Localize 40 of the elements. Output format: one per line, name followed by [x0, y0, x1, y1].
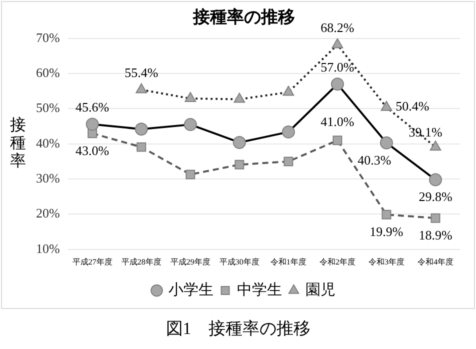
data-label: 55.4% [124, 65, 158, 80]
data-label: 18.9% [418, 228, 452, 243]
x-tick-label: 平成28年度 [121, 257, 162, 266]
data-label: 41.0% [320, 114, 354, 129]
point [382, 210, 392, 220]
x-tick-label: 平成30年度 [219, 257, 260, 266]
data-label: 19.9% [370, 224, 404, 240]
y-tick-label: 40% [36, 135, 60, 150]
y-tick-label: 10% [36, 240, 60, 256]
data-label: 45.6% [76, 100, 110, 115]
data-label: 43.0% [76, 142, 110, 158]
point [234, 160, 244, 170]
point [430, 213, 440, 223]
y-tick-label: 60% [36, 64, 60, 80]
y-tick-label: 70% [36, 30, 60, 45]
chart-title: 接種率の推移 [192, 8, 295, 27]
data-label: 29.8% [418, 189, 452, 204]
x-tick-label: 令和3年度 [368, 257, 404, 266]
x-tick-label: 平成29年度 [170, 257, 210, 266]
point [332, 136, 342, 146]
legend-label: 中学生 [236, 281, 282, 298]
y-axis-title: 接種率 [10, 116, 26, 170]
data-label: 39.1% [408, 124, 442, 140]
data-label: 50.4% [396, 98, 430, 114]
point [186, 170, 196, 180]
x-tick-label: 令和2年度 [319, 257, 356, 266]
data-label: 68.2% [320, 20, 354, 36]
point [136, 142, 146, 152]
caption: 図1 接種率の推移 [164, 318, 312, 340]
data-label: 40.3% [358, 152, 392, 168]
point [284, 156, 294, 166]
y-tick-label: 30% [36, 170, 60, 186]
legend-label: 園児 [305, 282, 336, 298]
y-tick-label: 20% [36, 206, 60, 221]
legend-label: 小学生 [168, 281, 214, 298]
data-label: 57.0% [320, 60, 354, 75]
x-tick-label: 令和4年度 [417, 257, 454, 266]
y-tick-label: 50% [36, 100, 60, 116]
x-tick-label: 平成27年度 [72, 257, 112, 266]
x-tick-label: 令和1年度 [270, 257, 306, 266]
